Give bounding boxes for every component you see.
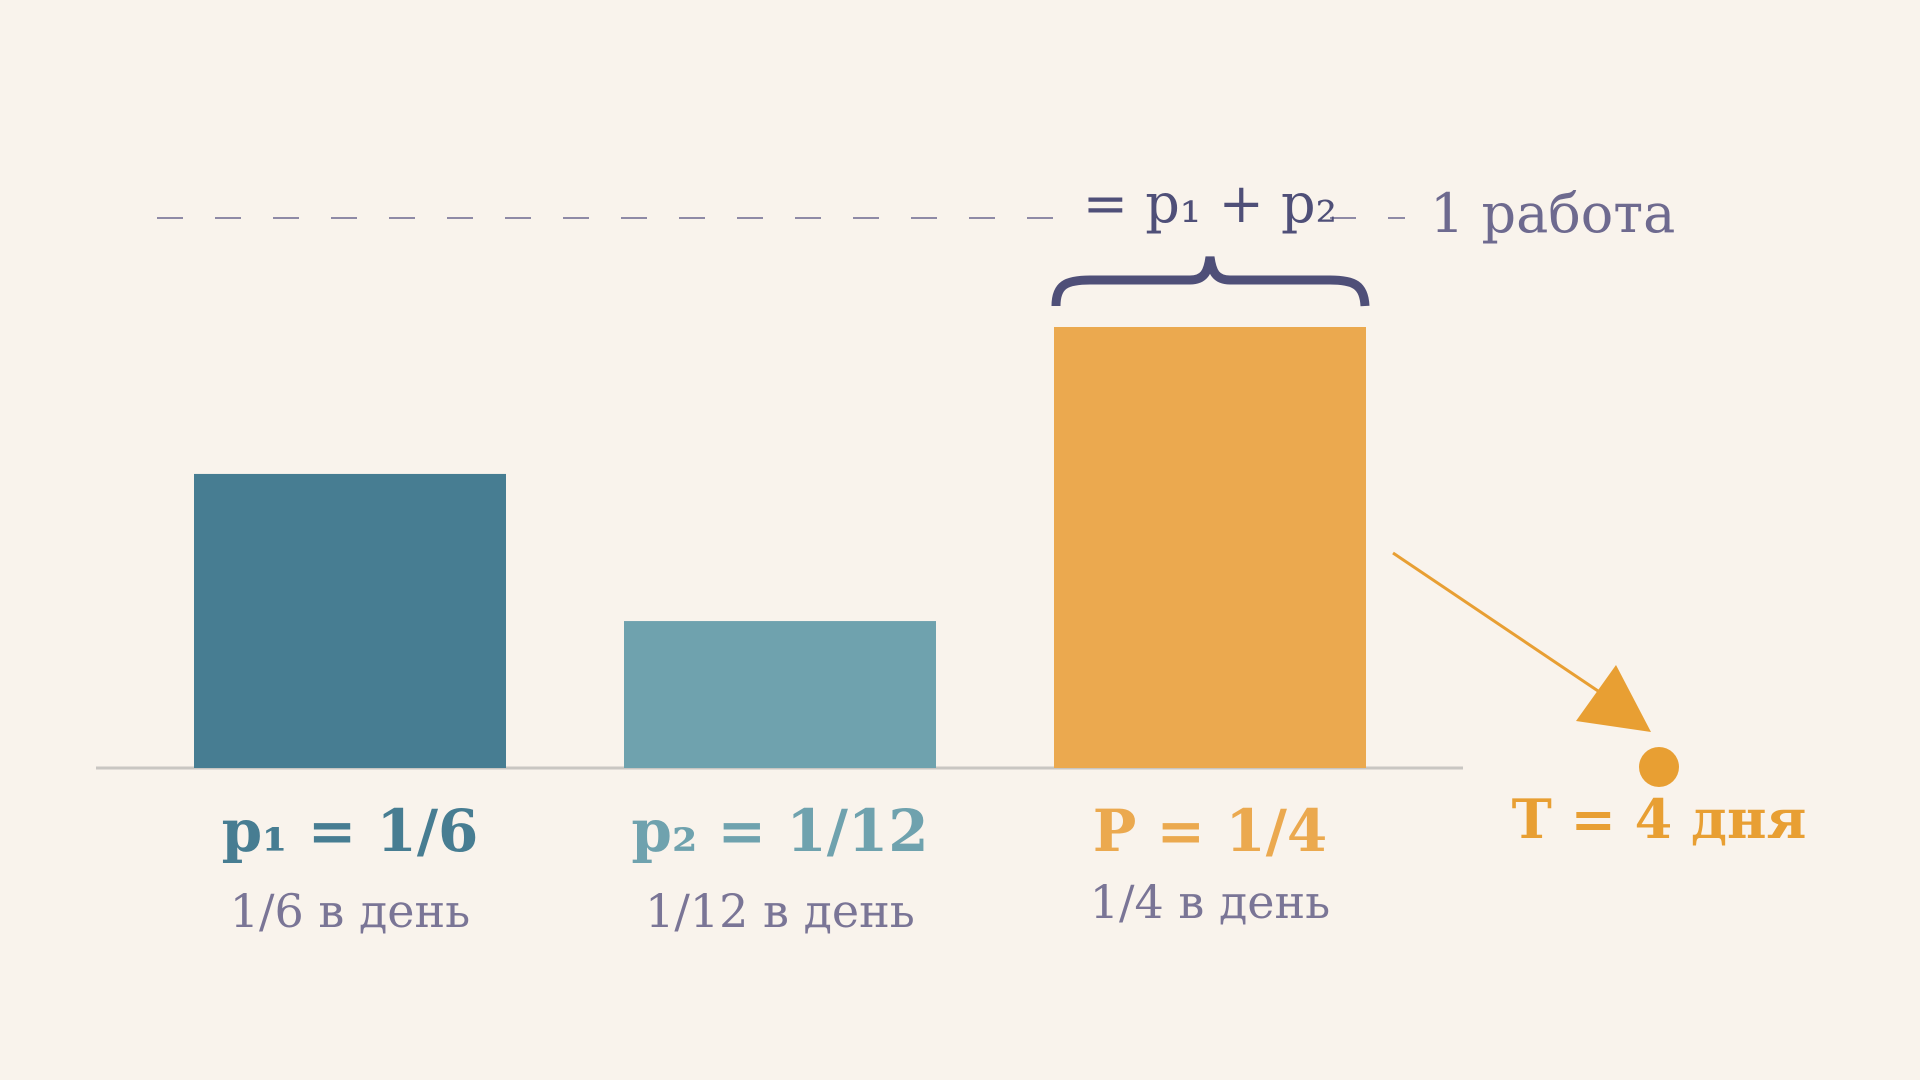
bar [624,621,936,768]
value-label: 1/4 в день [1090,875,1330,929]
category-label: p₁ = 1/6 [222,797,479,865]
arrow-line [1392,551,1605,697]
whole-annotation: 1 работа [1430,182,1675,245]
sum-annotation: = p₁ + p₂ [1083,172,1337,235]
bar [194,473,506,768]
category-label: p₂ = 1/12 [631,797,928,865]
brace [1051,256,1370,307]
value-label: 1/6 в день [230,884,470,938]
value-label: 1/12 в день [645,884,915,938]
bar [1054,327,1366,768]
category-label: P = 1/4 [1093,797,1328,865]
arrow-head [1576,665,1651,732]
result-annotation: T = 4 дня [1512,787,1807,851]
result-dot [1639,747,1679,787]
